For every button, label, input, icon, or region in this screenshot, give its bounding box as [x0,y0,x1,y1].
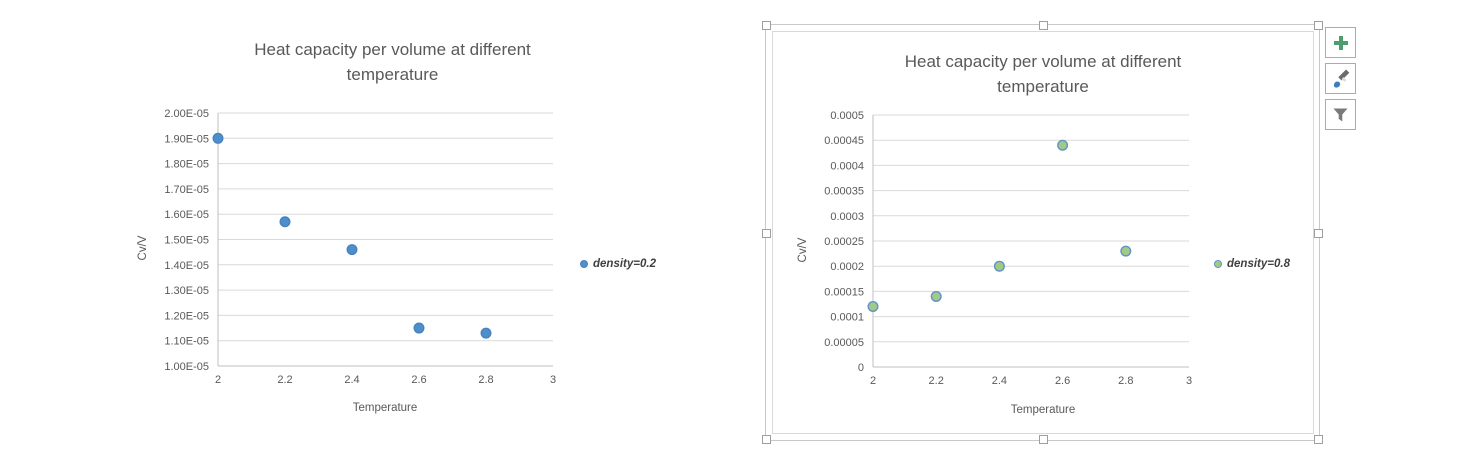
x-tick-label: 2.4 [992,375,1007,387]
y-tick-label: 0.00005 [824,337,864,349]
resize-handle-top-left[interactable] [762,21,771,30]
y-tick-label: 0.0005 [830,110,864,122]
data-point[interactable] [993,260,1005,272]
resize-handle-bottom-right[interactable] [1314,435,1323,444]
y-tick-label: 0.00035 [824,186,864,198]
resize-handle-bottom-middle[interactable] [1038,435,1048,444]
chart-title: Heat capacity per volume at different te… [254,40,531,84]
y-tick-label: 1.30E-05 [164,285,209,297]
x-axis-title: Temperature [352,402,418,414]
x-tick-label: 3 [1186,375,1192,387]
chart-density-0.2[interactable]: Heat capacity per volume at different te… [115,20,670,440]
y-tick-label: 2.00E-05 [164,108,209,120]
y-tick-label: 1.20E-05 [164,310,209,322]
x-tick-label: 3 [550,374,556,386]
x-axis-title: Temperature [1010,404,1076,416]
chart-tools-panel [1325,27,1356,130]
resize-handle-top-middle[interactable] [1038,21,1048,30]
resize-handle-middle-right[interactable] [1314,228,1323,238]
x-tick-label: 2.2 [929,375,944,387]
data-point[interactable] [413,322,425,334]
y-tick-label: 0 [858,362,864,374]
y-axis-title: Cv/V [797,237,809,263]
chart-density-0.8[interactable]: Heat capacity per volume at different te… [772,31,1314,434]
y-tick-label: 1.60E-05 [164,209,209,221]
chart-styles-button[interactable] [1325,63,1356,94]
legend: density=0.2 [580,258,656,270]
legend-marker-icon [580,260,588,268]
legend-label: density=0.2 [593,258,656,270]
legend-label: density=0.8 [1227,258,1290,270]
y-tick-label: 0.0002 [830,261,864,273]
plus-icon [1334,36,1348,50]
data-point[interactable] [867,301,879,313]
x-tick-label: 2.8 [478,374,493,386]
y-tick-label: 0.0003 [830,211,864,223]
x-tick-label: 2.4 [344,374,359,386]
x-tick-label: 2 [215,374,221,386]
legend-marker-icon [1214,260,1222,268]
data-point[interactable] [930,290,942,302]
x-tick-label: 2.6 [1055,375,1070,387]
y-tick-label: 1.80E-05 [164,159,209,171]
resize-handle-bottom-left[interactable] [762,435,771,444]
funnel-icon [1333,108,1348,121]
y-tick-label: 1.10E-05 [164,336,209,348]
plot-area: 0.0005 0.00045 0.0004 0.00035 0.0003 0.00025 0… [824,110,1192,387]
y-tick-label: 1.90E-05 [164,133,209,145]
y-tick-label: 1.00E-05 [164,361,209,373]
x-tick-label: 2 [870,375,876,387]
x-tick-label: 2.6 [411,374,426,386]
data-point[interactable] [212,132,224,144]
chart-title: Heat capacity per volume at different te… [904,52,1182,96]
chart-filters-button[interactable] [1325,99,1356,130]
data-point[interactable] [1057,139,1069,151]
x-tick-label: 2.2 [277,374,292,386]
y-tick-label: 0.00015 [824,286,864,298]
plot-area: 2.00E-05 1.90E-05 1.80E-05 1.70E-05 1.60E-05… [164,108,556,386]
y-tick-label: 1.40E-05 [164,260,209,272]
y-tick-label: 0.0004 [830,160,864,172]
resize-handle-top-right[interactable] [1314,21,1323,30]
y-tick-label: 1.50E-05 [164,235,209,247]
paintbrush-icon [1333,68,1349,88]
y-tick-label: 0.0001 [830,312,864,324]
y-tick-label: 0.00025 [824,236,864,248]
x-tick-label: 2.8 [1118,375,1133,387]
y-axis-title: Cv/V [137,235,149,261]
y-tick-label: 1.70E-05 [164,184,209,196]
resize-handle-middle-left[interactable] [762,228,771,238]
data-point[interactable] [1120,245,1132,257]
chart-elements-button[interactable] [1325,27,1356,58]
y-tick-label: 0.00045 [824,135,864,147]
data-point[interactable] [279,216,291,228]
legend: density=0.8 [1214,258,1290,270]
data-point[interactable] [480,327,492,339]
data-point[interactable] [346,244,358,256]
